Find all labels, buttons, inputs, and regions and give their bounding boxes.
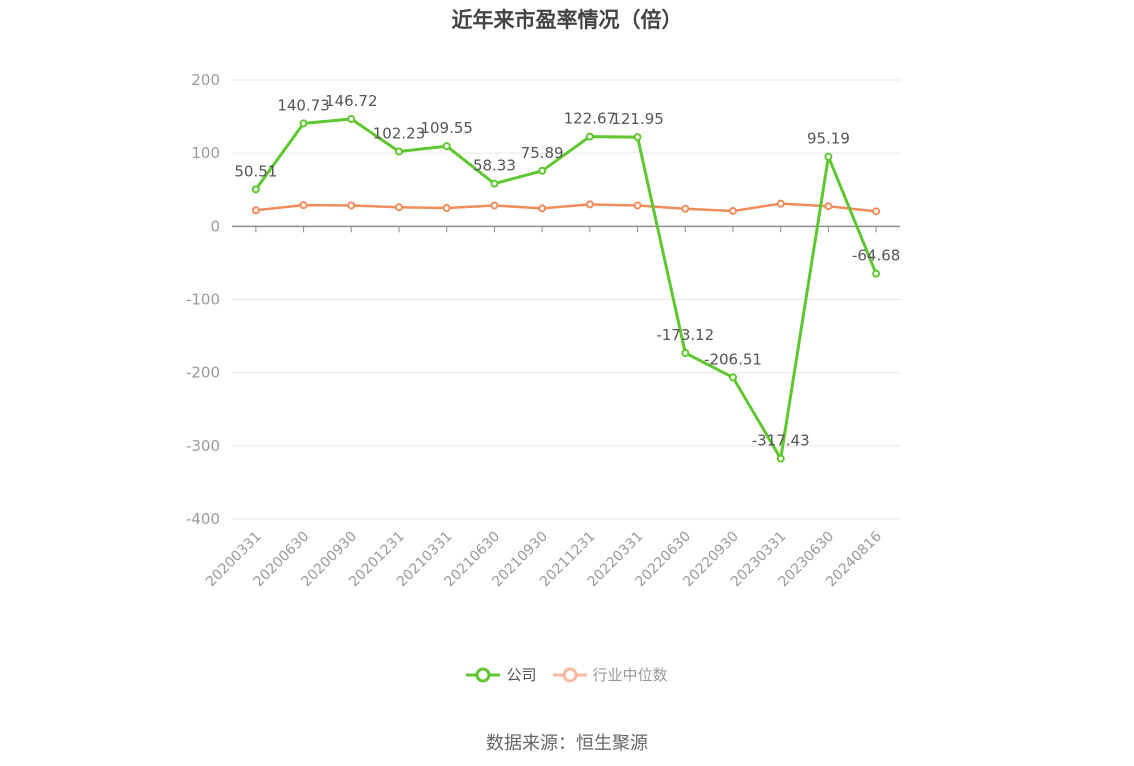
y-tick-label: -200	[186, 364, 220, 382]
company-data-point	[347, 114, 356, 123]
company-data-point	[538, 166, 547, 175]
company-data-label: 140.73	[277, 96, 330, 114]
industry-data-point	[347, 201, 356, 210]
company-data-point	[251, 185, 260, 194]
industry-data-point	[251, 206, 260, 215]
company-data-label: 121.95	[611, 110, 664, 128]
company-data-point	[633, 133, 642, 142]
y-tick-label: -300	[186, 437, 220, 455]
company-data-label: -317.43	[752, 432, 810, 450]
industry-data-point	[585, 200, 594, 209]
data-labels: 50.51140.73146.72102.23109.5558.3375.891…	[234, 92, 900, 450]
company-data-point	[442, 142, 451, 151]
grid-lines	[232, 79, 900, 520]
company-data-label: -64.68	[852, 247, 900, 265]
industry-data-point	[776, 199, 785, 208]
company-data-label: 75.89	[521, 144, 564, 162]
company-data-point	[395, 147, 403, 156]
legend-item-company[interactable]: 公司	[466, 664, 537, 685]
industry-data-point	[824, 202, 833, 211]
company-data-point	[681, 348, 690, 357]
company-data-label: 95.19	[807, 130, 850, 148]
y-tick-label: 0	[210, 217, 220, 235]
legend-label-company: 公司	[506, 666, 537, 684]
industry-series-line	[255, 202, 877, 213]
y-tick-label: 100	[191, 144, 220, 162]
x-axis: 2020033120200630202009302020123120210331…	[203, 225, 900, 590]
industry-data-point	[729, 206, 737, 215]
industry-data-point	[538, 204, 547, 213]
company-data-point	[299, 119, 308, 128]
company-data-point	[585, 132, 594, 141]
company-data-point	[872, 269, 881, 278]
industry-data-point	[395, 203, 403, 212]
legend-label-industry: 行业中位数	[592, 666, 668, 684]
company-data-point	[729, 373, 737, 382]
industry-data-point	[872, 207, 881, 216]
company-data-label: 122.67	[564, 110, 617, 128]
company-data-label: 146.72	[325, 92, 378, 110]
y-tick-label: 200	[191, 71, 220, 89]
company-data-label: -173.12	[656, 326, 714, 344]
legend-item-industry[interactable]: 行业中位数	[552, 664, 668, 685]
company-data-label: 50.51	[234, 162, 277, 180]
company-data-label: 58.33	[473, 157, 516, 175]
y-tick-label: -100	[186, 291, 220, 309]
industry-data-point	[299, 201, 308, 210]
industry-data-point	[681, 204, 690, 213]
industry-data-point	[490, 201, 499, 210]
source-note: 数据来源：恒生聚源	[486, 733, 648, 754]
y-axis: 200 100 0 -100 -200 -300 -400	[186, 71, 220, 528]
company-data-point	[776, 454, 785, 463]
company-data-point	[490, 179, 499, 188]
company-series-line	[254, 117, 878, 461]
legend-industry-marker-icon	[552, 667, 587, 682]
data-points	[251, 114, 881, 463]
legend-company-marker-icon	[466, 667, 501, 682]
industry-data-point	[442, 204, 451, 213]
series-lines	[254, 117, 878, 461]
legend: 公司 行业中位数	[0, 664, 1134, 685]
company-data-label: -206.51	[704, 350, 762, 368]
company-data-label: 109.55	[420, 119, 473, 137]
company-data-point	[824, 152, 833, 161]
chart-title: 近年来市盈率情况（倍）	[451, 8, 683, 32]
y-tick-label: -400	[186, 510, 220, 528]
industry-data-point	[633, 201, 642, 210]
company-data-label: 102.23	[373, 125, 426, 143]
